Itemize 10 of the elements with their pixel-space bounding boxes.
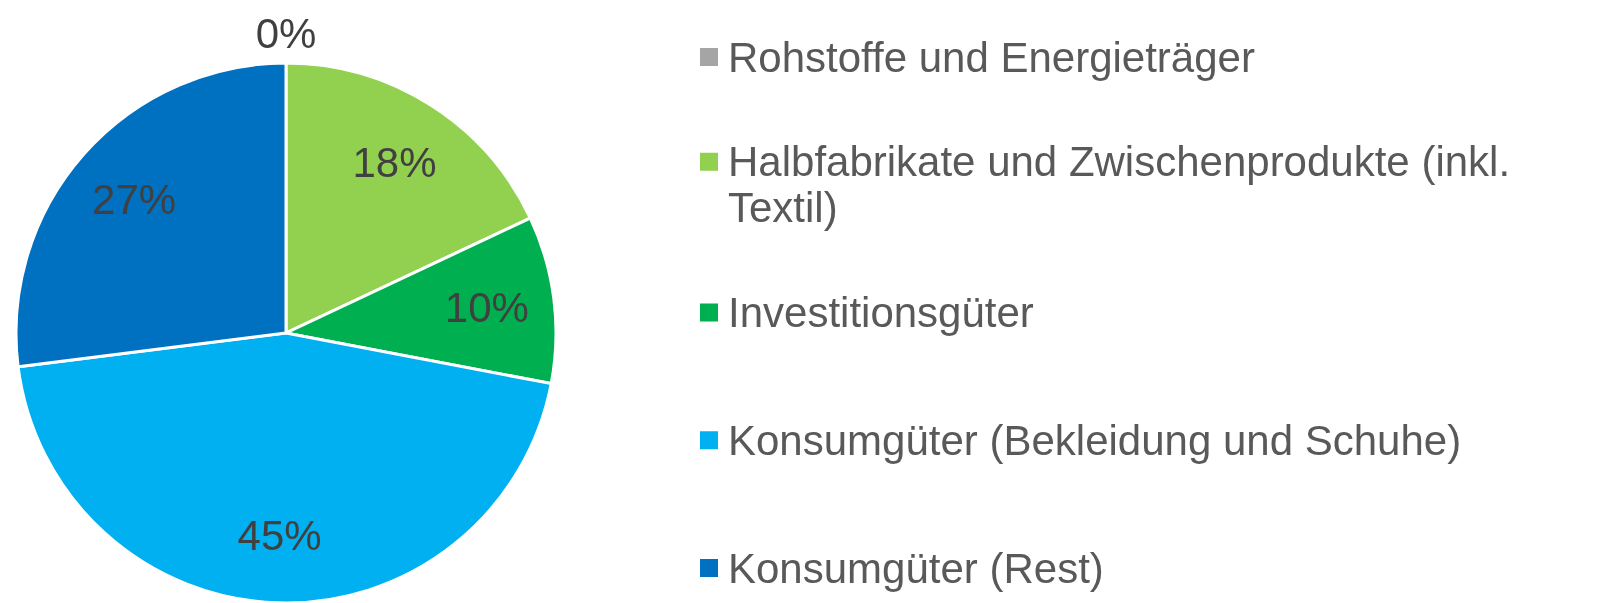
legend-label: Halbfabrikate und Zwischenprodukte (inkl. Textil) bbox=[728, 138, 1511, 232]
legend-label: Konsumgüter (Bekleidung und Schuhe) bbox=[728, 416, 1462, 464]
text: 0% bbox=[255, 9, 317, 57]
legend-label: Investitionsgüter bbox=[728, 289, 1034, 336]
data-label: 18% bbox=[352, 138, 437, 186]
data-label: 45% bbox=[237, 511, 322, 559]
legend-label: Konsumgüter (Rest) bbox=[728, 544, 1104, 592]
legend-label: Rohstoffe und Energieträger bbox=[728, 33, 1255, 81]
data-label: 10% bbox=[444, 284, 529, 332]
data-label: 27% bbox=[92, 175, 177, 223]
